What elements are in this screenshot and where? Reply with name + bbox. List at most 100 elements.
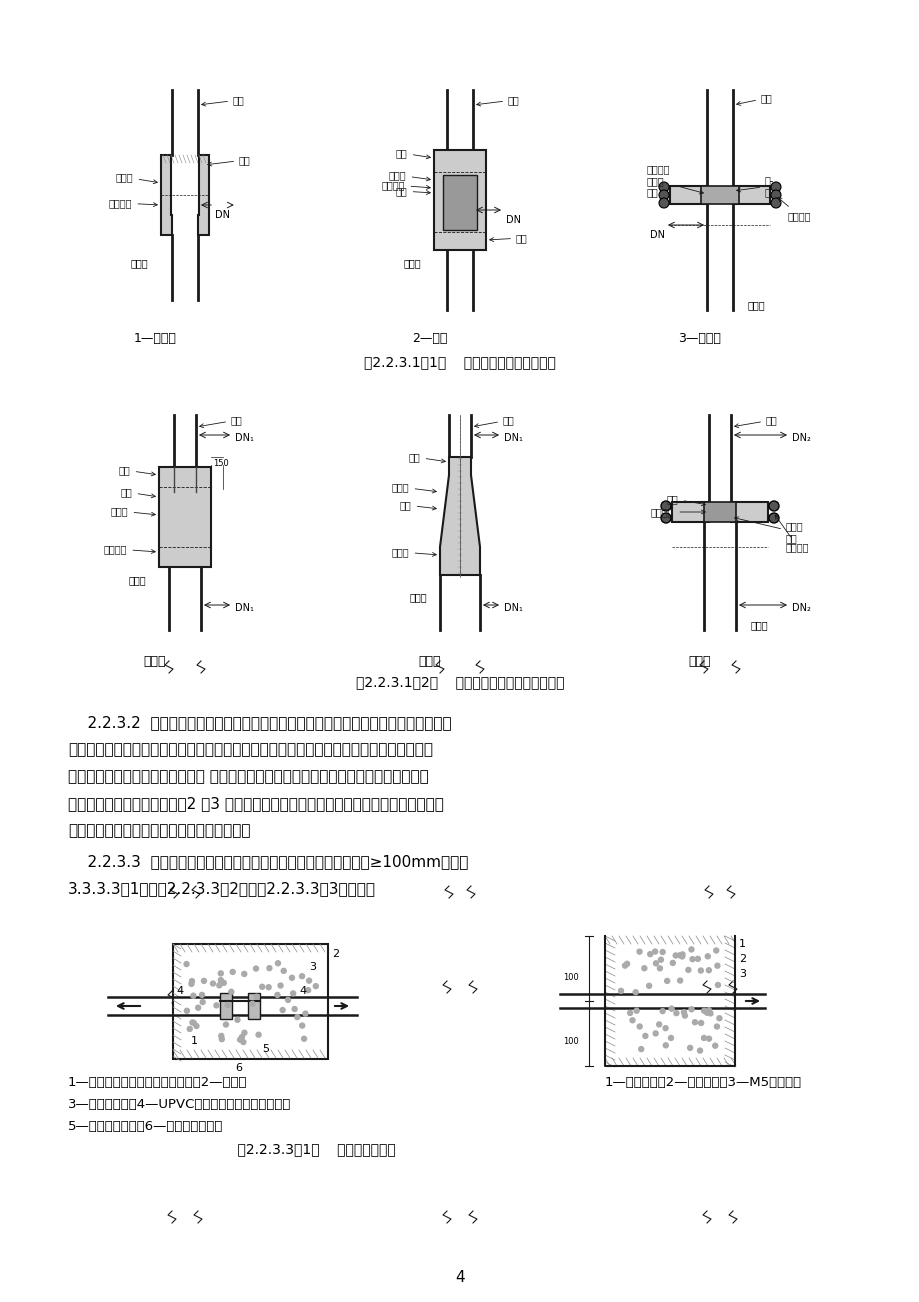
Text: 水泥: 水泥 <box>121 487 155 497</box>
Circle shape <box>194 1023 199 1029</box>
Circle shape <box>630 1018 634 1023</box>
Text: 钓按编号依次上紧，丝如外露2 至3 扣，安装完后找直找正，复核用口的位置、方向及变径: 钓按编号依次上紧，丝如外露2 至3 扣，安装完后找直找正，复核用口的位置、方向及… <box>68 796 443 811</box>
Text: 铸铁管: 铸铁管 <box>130 258 149 268</box>
Circle shape <box>714 1025 719 1029</box>
Text: 焊接: 焊接 <box>119 465 155 475</box>
Text: 5: 5 <box>262 1044 268 1055</box>
Text: 橡皮垫圈: 橡皮垫圈 <box>651 506 705 517</box>
Circle shape <box>217 983 221 988</box>
Circle shape <box>706 1036 710 1042</box>
Circle shape <box>241 1039 245 1044</box>
Circle shape <box>618 988 623 993</box>
Text: 浸油麻: 浸油麻 <box>116 172 157 184</box>
Circle shape <box>624 961 629 966</box>
Circle shape <box>190 993 196 999</box>
Circle shape <box>188 982 194 987</box>
Text: 150: 150 <box>213 460 229 467</box>
Circle shape <box>229 990 233 995</box>
Circle shape <box>663 1026 667 1031</box>
Circle shape <box>234 1017 240 1022</box>
Circle shape <box>708 1010 712 1016</box>
Text: 1—氥青油麦；2—粘土捣实；3—M5水泥砂浆: 1—氥青油麦；2—粘土捣实；3—M5水泥砂浆 <box>605 1075 801 1088</box>
Circle shape <box>658 182 668 191</box>
Circle shape <box>656 1022 661 1027</box>
Circle shape <box>668 1006 674 1012</box>
Circle shape <box>242 1030 246 1035</box>
Circle shape <box>660 1009 664 1013</box>
Bar <box>731 503 767 522</box>
Circle shape <box>647 952 652 957</box>
Text: 直套管: 直套管 <box>143 655 166 668</box>
Circle shape <box>290 991 295 996</box>
Bar <box>443 174 476 230</box>
Circle shape <box>239 1035 244 1039</box>
Circle shape <box>706 967 710 973</box>
Text: 2—套袖: 2—套袖 <box>412 332 448 345</box>
Text: 水泥: 水泥 <box>208 155 251 167</box>
Circle shape <box>688 947 693 952</box>
Text: DN₁: DN₁ <box>234 434 254 443</box>
Circle shape <box>673 953 677 958</box>
Circle shape <box>267 966 272 970</box>
Circle shape <box>770 190 780 201</box>
Circle shape <box>306 978 312 983</box>
Text: 备试压用，设计要求氥青防腐或加强防腐时，应在预制后、安装前做好防腐。把预制完的管: 备试压用，设计要求氥青防腐或加强防腐时，应在预制后、安装前做好防腐。把预制完的管 <box>68 742 433 756</box>
Circle shape <box>294 1014 300 1019</box>
Circle shape <box>633 1008 639 1013</box>
Circle shape <box>712 1043 717 1048</box>
Circle shape <box>686 1046 692 1051</box>
Text: 法兰盘: 法兰盘 <box>688 655 710 668</box>
Circle shape <box>674 1010 678 1016</box>
Text: 1: 1 <box>738 939 745 949</box>
Circle shape <box>686 967 690 973</box>
Text: 带翻螺栓: 带翻螺栓 <box>777 198 811 221</box>
Circle shape <box>688 1006 693 1012</box>
Text: 4: 4 <box>299 986 306 996</box>
Bar <box>434 150 485 250</box>
Circle shape <box>660 513 670 523</box>
Circle shape <box>668 1035 673 1040</box>
Circle shape <box>770 182 780 191</box>
Circle shape <box>714 963 720 969</box>
Circle shape <box>637 1023 641 1029</box>
Circle shape <box>225 1003 230 1008</box>
Circle shape <box>218 978 223 983</box>
Text: 1—镀锡锂管及配件（短管束接）；2—油麦；: 1—镀锡锂管及配件（短管束接）；2—油麦； <box>68 1075 247 1088</box>
Circle shape <box>280 1008 285 1013</box>
Text: 图2.2.3.3（1）    管道穿越水池壁: 图2.2.3.3（1） 管道穿越水池壁 <box>220 1142 395 1156</box>
Text: DN₁: DN₁ <box>234 603 254 613</box>
Circle shape <box>679 952 685 957</box>
Text: 3—法兰盘: 3—法兰盘 <box>678 332 720 345</box>
Circle shape <box>652 949 657 954</box>
Circle shape <box>196 1005 200 1010</box>
Circle shape <box>658 190 668 201</box>
Text: 铸铁管: 铸铁管 <box>129 575 146 585</box>
Circle shape <box>679 954 684 960</box>
Circle shape <box>677 978 682 983</box>
Text: 水龙: 水龙 <box>400 500 436 510</box>
Text: 水泥: 水泥 <box>395 148 430 159</box>
Circle shape <box>191 1021 196 1026</box>
Circle shape <box>664 978 669 983</box>
Circle shape <box>301 1036 306 1042</box>
Text: 100: 100 <box>562 1036 578 1046</box>
Text: 4: 4 <box>176 986 183 996</box>
Text: 4: 4 <box>455 1269 464 1285</box>
Text: 道运到安装部位按编号依次排开。 安装前清扫管膀，丝扣连接管道摸上铅油缠好麦，用管: 道运到安装部位按编号依次排开。 安装前清扫管膀，丝扣连接管道摸上铅油缠好麦，用管 <box>68 769 428 784</box>
Circle shape <box>622 963 627 969</box>
Polygon shape <box>439 457 480 575</box>
Circle shape <box>660 949 664 954</box>
Circle shape <box>681 1010 686 1014</box>
Circle shape <box>657 966 662 971</box>
Bar <box>669 186 706 204</box>
Circle shape <box>199 992 204 997</box>
Text: 浸油麻: 浸油麻 <box>111 506 155 516</box>
Bar <box>173 944 328 1059</box>
Circle shape <box>652 1031 657 1036</box>
Circle shape <box>300 1023 304 1029</box>
Circle shape <box>695 957 699 961</box>
Circle shape <box>689 957 694 962</box>
Text: 铸铁管: 铸铁管 <box>750 620 767 630</box>
Circle shape <box>278 983 283 988</box>
Text: 1: 1 <box>191 1036 198 1046</box>
